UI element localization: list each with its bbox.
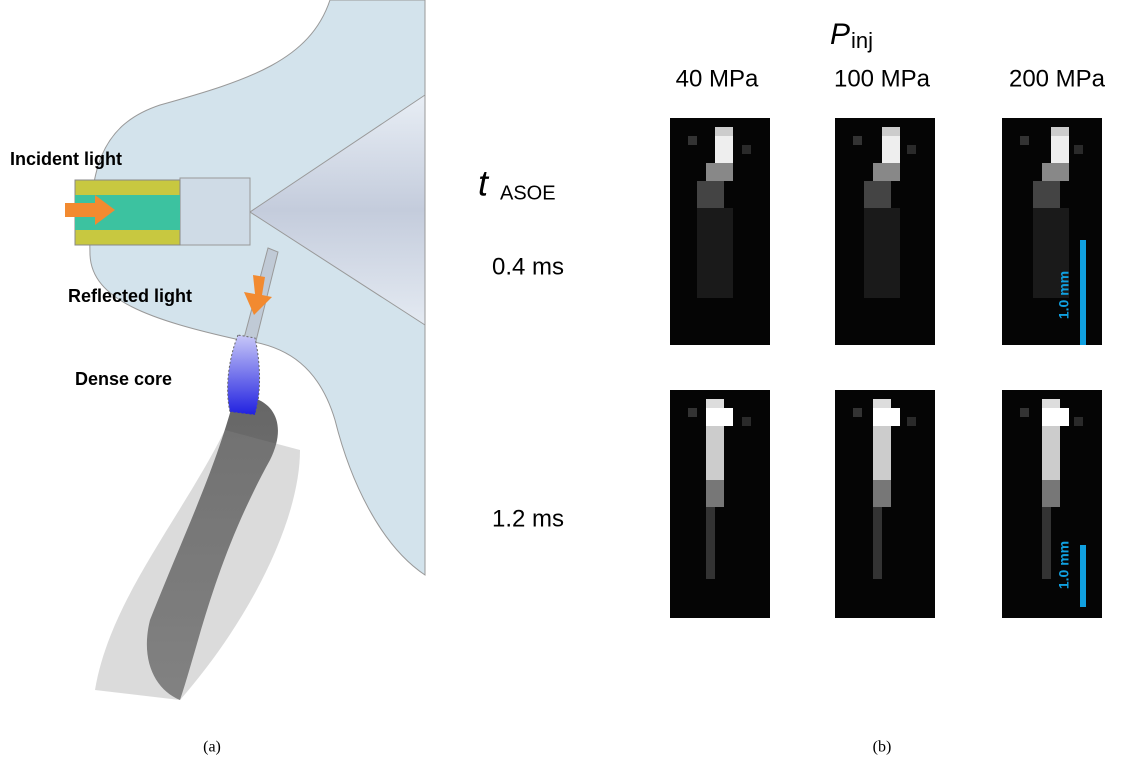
tile	[1074, 145, 1083, 154]
subscript: ASOE	[500, 182, 556, 204]
tile	[1020, 136, 1029, 145]
tile	[1042, 163, 1069, 181]
tile	[1020, 408, 1029, 417]
tile	[742, 145, 751, 154]
tile	[873, 426, 891, 480]
tile	[853, 408, 862, 417]
tile	[715, 136, 733, 163]
time: 1.2 ms	[492, 505, 564, 532]
images	[670, 118, 1102, 618]
tile	[706, 163, 733, 181]
caption: (b)	[873, 739, 892, 756]
tile	[697, 181, 724, 208]
scale-label: 1.0 mm	[1056, 541, 1072, 589]
tile	[1033, 208, 1069, 298]
tile	[864, 208, 900, 298]
tile	[706, 399, 724, 408]
tile	[907, 145, 916, 154]
tile	[873, 507, 882, 579]
tile	[1042, 426, 1060, 480]
tile	[1051, 127, 1069, 136]
tile	[706, 408, 733, 426]
tile	[873, 163, 900, 181]
scale-bar	[1080, 545, 1086, 607]
pressure: 100 MPa	[834, 65, 931, 92]
tile	[1074, 417, 1083, 426]
scale-bar	[1080, 240, 1086, 345]
tile	[873, 408, 900, 426]
tile	[688, 136, 697, 145]
label: Incident light	[10, 149, 122, 169]
tile	[1042, 408, 1069, 426]
tile	[864, 181, 891, 208]
tile	[706, 507, 715, 579]
label: Dense core	[75, 369, 172, 389]
subscript: inj	[851, 28, 873, 53]
time: 0.4 ms	[492, 253, 564, 280]
tile	[706, 426, 724, 480]
tile	[742, 417, 751, 426]
tile	[697, 208, 733, 298]
tile	[873, 399, 891, 408]
caption: (a)	[203, 739, 221, 756]
tile	[1042, 507, 1051, 579]
tile	[706, 480, 724, 507]
left-drawing: Incident light Reflected light Dense cor…	[10, 0, 426, 756]
tile	[688, 408, 697, 417]
tile	[853, 136, 862, 145]
tile	[873, 480, 891, 507]
tile	[1051, 136, 1069, 163]
right-panel: P inj t ASOE 40 MPa 100 MPa 200 MPa 0.4 …	[478, 18, 1106, 756]
tile	[907, 417, 916, 426]
pressure: 200 MPa	[1009, 65, 1106, 92]
scale-label: 1.0 mm	[1056, 271, 1072, 319]
tile	[715, 127, 733, 136]
symbol: t	[478, 163, 490, 204]
symbol: P	[830, 18, 850, 51]
tile	[1042, 399, 1060, 408]
tile	[1042, 480, 1060, 507]
tile	[1033, 181, 1060, 208]
tile	[882, 127, 900, 136]
pressure: 40 MPa	[676, 65, 759, 92]
tile	[882, 136, 900, 163]
label: Reflected light	[68, 286, 192, 306]
